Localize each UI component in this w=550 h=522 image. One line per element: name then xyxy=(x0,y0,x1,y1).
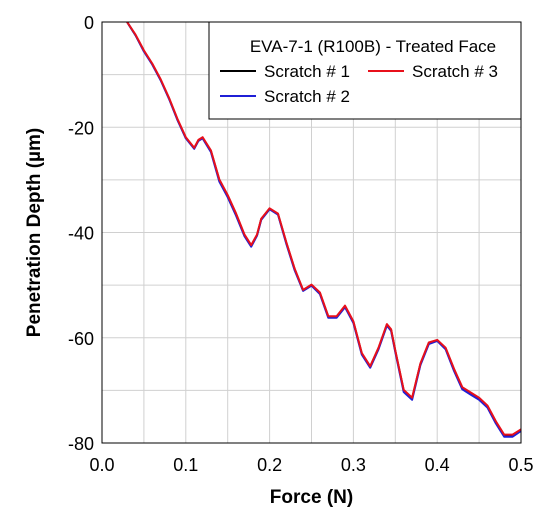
x-tick-label: 0.3 xyxy=(341,455,366,475)
legend-label-3: Scratch # 3 xyxy=(412,62,498,81)
y-tick-labels: 0 -20 -40 -60 -80 xyxy=(68,13,94,454)
series-lines xyxy=(126,21,522,438)
legend-label-2: Scratch # 2 xyxy=(264,87,350,106)
legend: EVA-7-1 (R100B) - Treated Face Scratch #… xyxy=(208,21,522,120)
x-tick-label: 0.2 xyxy=(257,455,282,475)
x-tick-labels: 0.0 0.1 0.2 0.3 0.4 0.5 xyxy=(89,455,533,475)
x-tick-label: 0.1 xyxy=(173,455,198,475)
legend-entries: Scratch # 1 Scratch # 2 Scratch # 3 xyxy=(220,62,498,106)
x-axis-title: Force (N) xyxy=(270,487,353,508)
y-tick-label: -80 xyxy=(68,434,94,454)
legend-title: EVA-7-1 (R100B) - Treated Face xyxy=(250,37,496,56)
x-tick-label: 0.0 xyxy=(89,455,114,475)
legend-label-1: Scratch # 1 xyxy=(264,62,350,81)
y-tick-label: -20 xyxy=(68,118,94,138)
y-axis-title: Penetration Depth (µm) xyxy=(24,128,45,337)
series-line-3 xyxy=(126,21,522,436)
x-tick-label: 0.5 xyxy=(508,455,533,475)
legend-box xyxy=(208,21,522,120)
x-tick-label: 0.4 xyxy=(425,455,450,475)
y-tick-label: -60 xyxy=(68,329,94,349)
y-tick-label: 0 xyxy=(84,13,94,33)
y-tick-label: -40 xyxy=(68,224,94,244)
